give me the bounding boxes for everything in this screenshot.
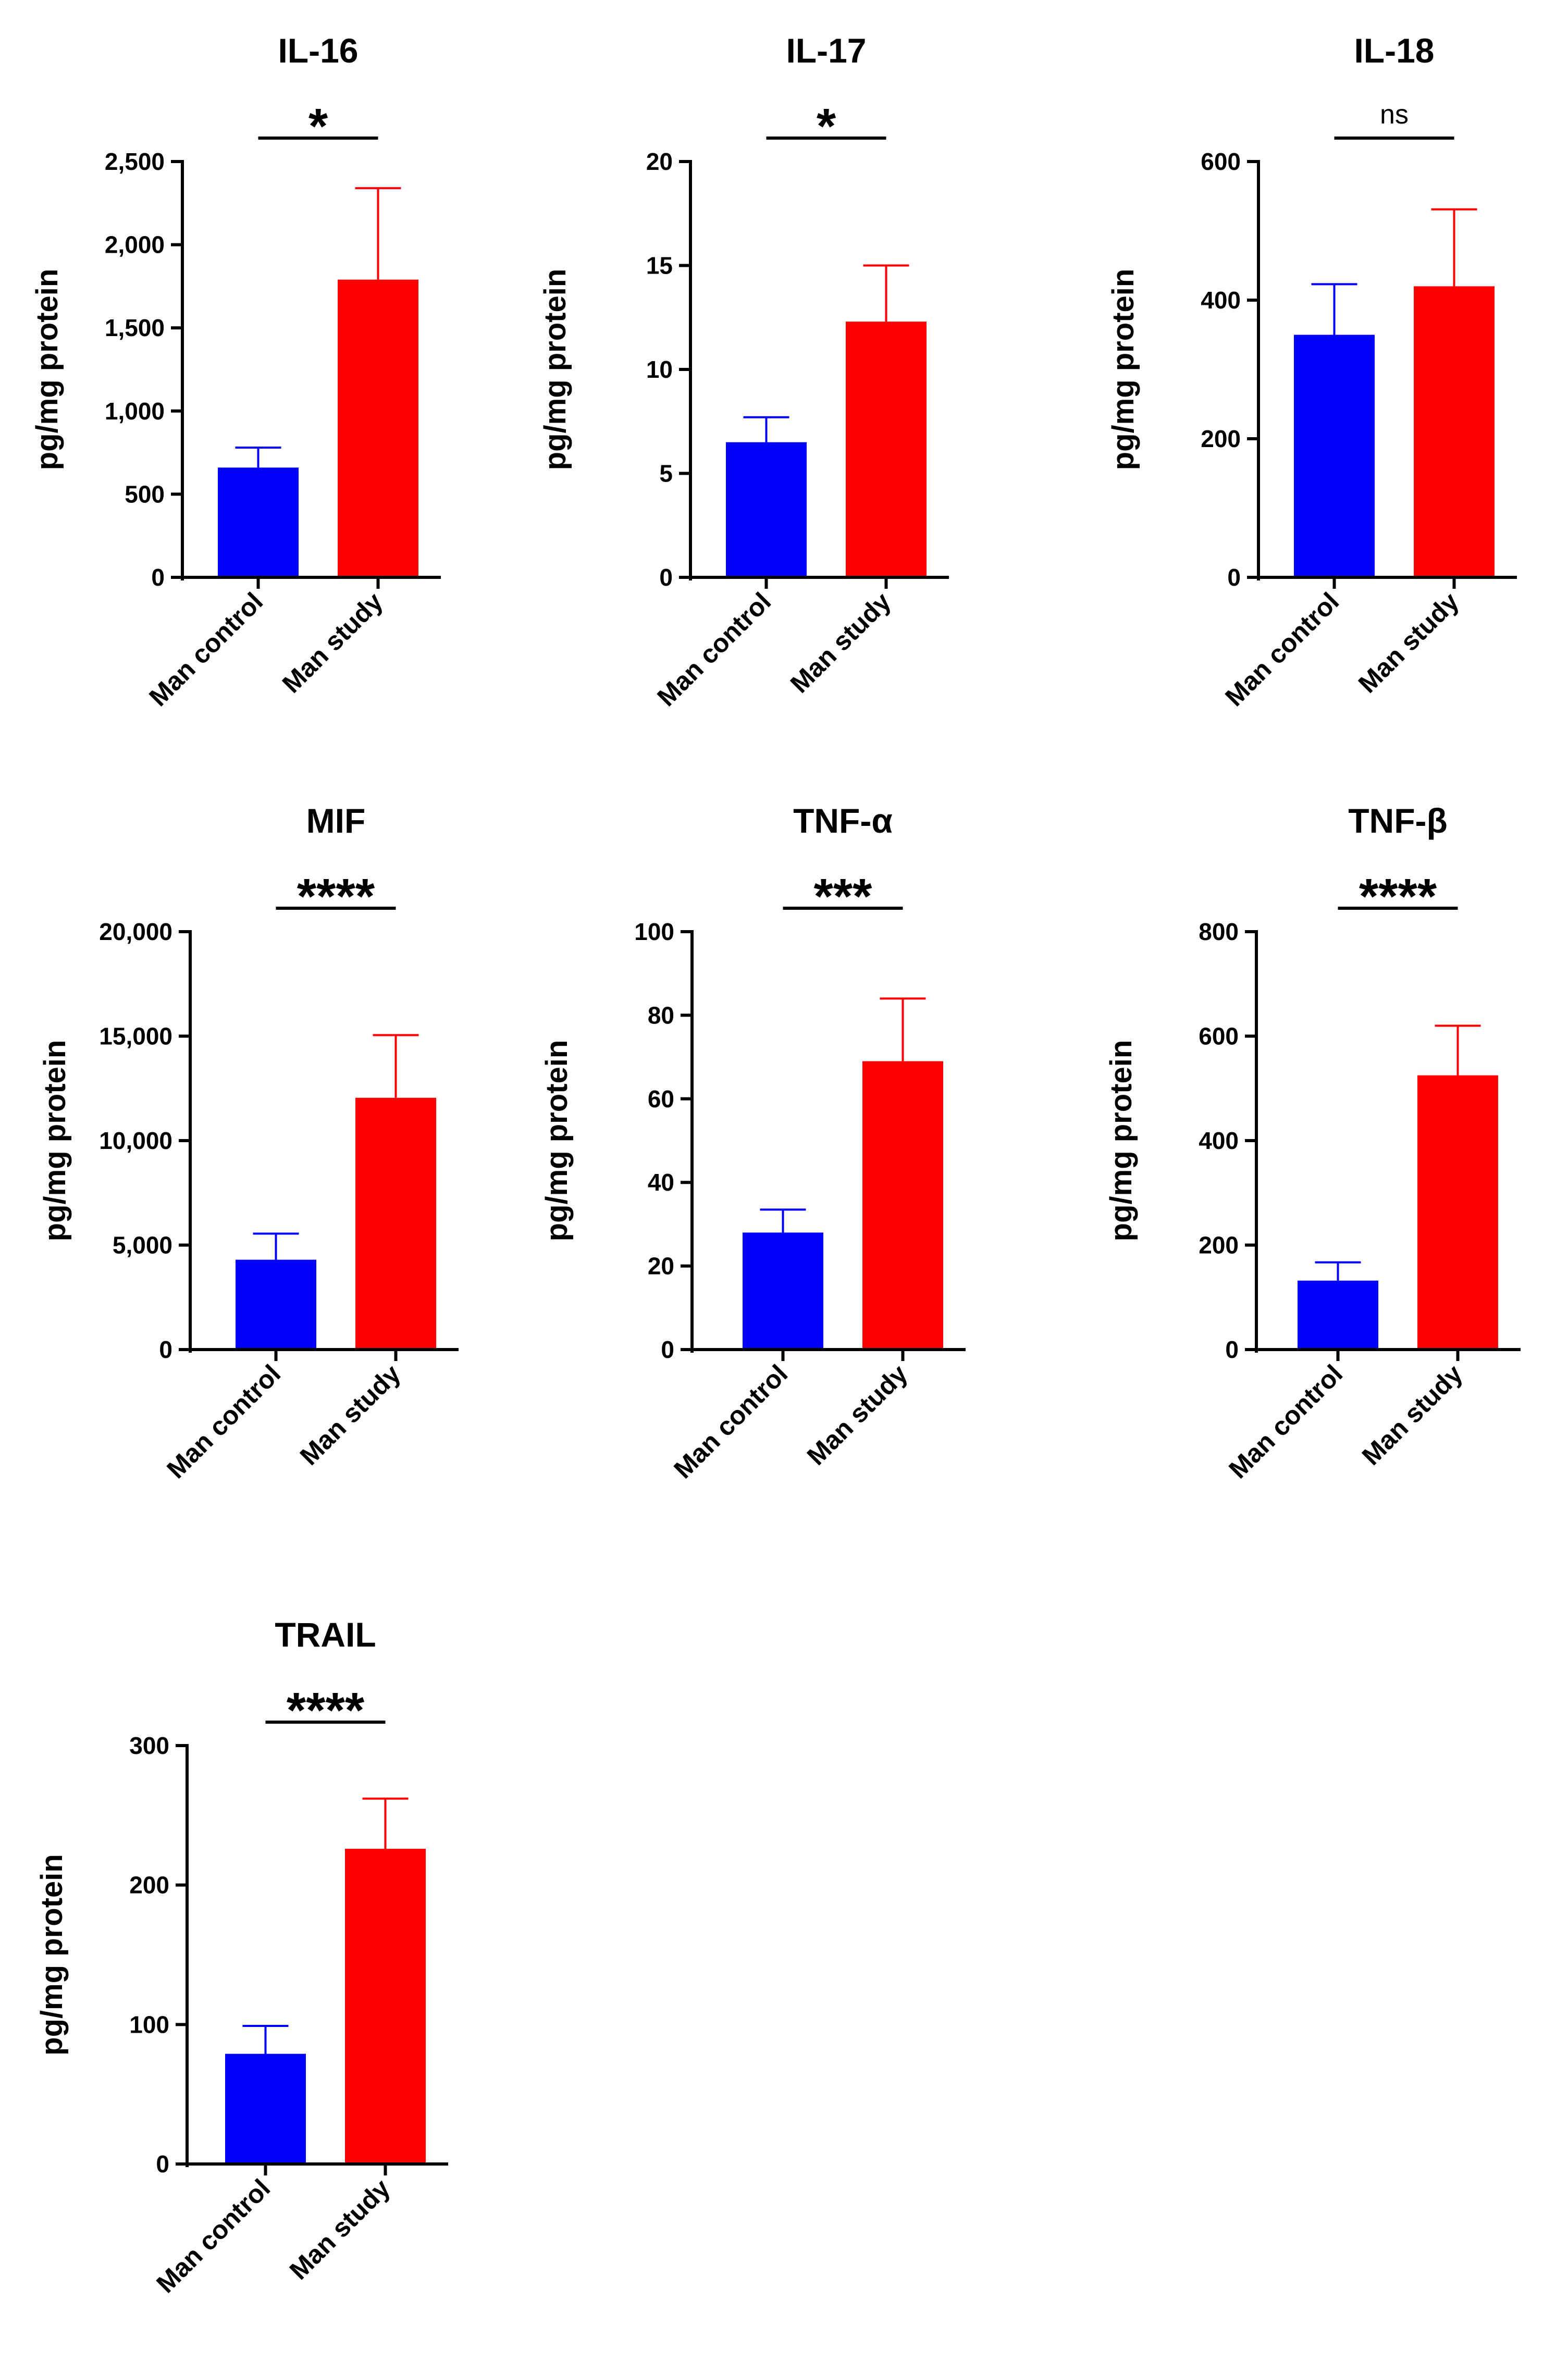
y-tick-label: 20,000 [99, 918, 172, 945]
y-tick-label: 0 [1227, 564, 1241, 591]
significance-label: *** [813, 869, 872, 924]
bar-man-control [1294, 335, 1375, 577]
y-axis-title: pg/mg protein [1104, 1040, 1138, 1242]
bar-man-study [338, 279, 418, 577]
chart-title: TNF-α [793, 801, 893, 840]
chart-title: IL-16 [278, 31, 358, 70]
bar-man-control [743, 1232, 823, 1350]
y-tick-label: 2,000 [105, 231, 165, 258]
y-tick-label: 2,500 [105, 148, 165, 175]
bar-man-study [1417, 1075, 1498, 1350]
y-tick-label: 800 [1199, 918, 1239, 945]
bar-man-control [225, 2054, 306, 2164]
y-axis-title: pg/mg protein [540, 1040, 574, 1242]
y-tick-label: 1,000 [105, 398, 165, 425]
significance-label: * [817, 98, 836, 154]
y-tick-label: 600 [1199, 1023, 1239, 1050]
bar-man-study [355, 1097, 436, 1350]
bar-man-control [236, 1259, 316, 1350]
y-tick-label: 0 [661, 1336, 674, 1363]
y-tick-label: 0 [151, 564, 165, 591]
y-tick-label: 200 [1201, 425, 1241, 452]
y-axis-title: pg/mg protein [30, 269, 64, 471]
y-tick-label: 5 [659, 460, 673, 487]
y-tick-label: 0 [156, 2150, 169, 2178]
significance-label: ns [1380, 100, 1409, 130]
chart-title: IL-17 [786, 31, 866, 70]
y-axis-title: pg/mg protein [35, 1854, 69, 2056]
y-tick-label: 300 [129, 1732, 169, 1759]
y-tick-label: 0 [1225, 1336, 1239, 1363]
y-tick-label: 400 [1201, 287, 1241, 314]
bar-man-study [862, 1061, 943, 1350]
significance-label: **** [287, 1683, 365, 1738]
y-axis-title: pg/mg protein [1106, 269, 1140, 471]
bar-man-study [345, 1849, 426, 2164]
bar-man-study [1414, 286, 1495, 577]
y-tick-label: 20 [646, 148, 673, 175]
chart-title: TRAIL [275, 1615, 376, 1654]
significance-label: **** [297, 869, 375, 924]
chart-title: MIF [306, 801, 366, 840]
y-tick-label: 80 [648, 1001, 674, 1029]
y-tick-label: 500 [125, 480, 165, 508]
y-tick-label: 0 [159, 1336, 172, 1363]
y-tick-label: 400 [1199, 1127, 1239, 1154]
y-tick-label: 1,500 [105, 314, 165, 341]
y-tick-label: 40 [648, 1169, 674, 1196]
y-tick-label: 200 [129, 1872, 169, 1899]
bar-man-control [218, 467, 299, 577]
y-tick-label: 5,000 [113, 1232, 172, 1259]
y-axis-title: pg/mg protein [538, 269, 572, 471]
y-tick-label: 10,000 [99, 1127, 172, 1154]
y-axis-title: pg/mg protein [38, 1040, 72, 1242]
bar-man-control [1298, 1280, 1378, 1350]
y-tick-label: 100 [129, 2011, 169, 2038]
chart-title: IL-18 [1354, 31, 1434, 70]
y-tick-label: 15,000 [99, 1023, 172, 1050]
y-tick-label: 60 [648, 1085, 674, 1112]
y-tick-label: 15 [646, 252, 673, 279]
significance-label: * [308, 98, 328, 154]
bar-man-control [726, 442, 807, 577]
chart-title: TNF-β [1348, 801, 1448, 840]
y-tick-label: 10 [646, 356, 673, 383]
y-tick-label: 20 [648, 1253, 674, 1280]
y-tick-label: 200 [1199, 1232, 1239, 1259]
y-tick-label: 0 [659, 564, 673, 591]
y-tick-label: 600 [1201, 148, 1241, 175]
significance-label: **** [1359, 869, 1437, 924]
bar-man-study [846, 321, 927, 577]
y-tick-label: 100 [634, 918, 674, 945]
